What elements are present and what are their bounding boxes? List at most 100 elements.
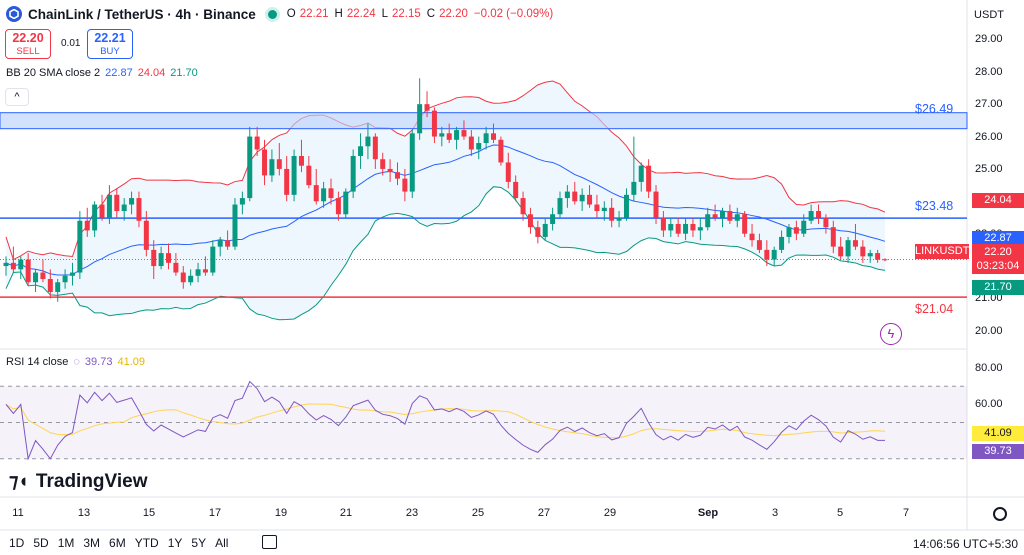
candle-body <box>461 130 467 137</box>
candle-body <box>793 227 799 234</box>
candle-body <box>668 223 674 231</box>
candle-body <box>882 259 888 261</box>
candle-body <box>727 211 733 221</box>
range-all[interactable]: All <box>215 535 229 550</box>
candle-body <box>816 211 822 218</box>
candle-body <box>143 220 149 250</box>
rsi-tag: 41.09 <box>972 425 1024 441</box>
time-tick-label: 21 <box>339 507 353 519</box>
tradingview-logo: ⁊◖ TradingView <box>9 470 148 493</box>
candle-body <box>402 178 408 192</box>
candle-body <box>92 204 98 231</box>
spread-value: 0.01 <box>61 38 81 49</box>
clock[interactable]: 14:06:56 UTC+5:30 <box>912 537 1018 551</box>
candle-body <box>114 194 120 212</box>
candle-body <box>77 220 83 273</box>
candle-body <box>106 194 112 218</box>
candle-body <box>328 188 334 199</box>
range-1m[interactable]: 1M <box>57 535 75 550</box>
candle-body <box>173 262 179 273</box>
candle-body <box>742 214 748 234</box>
time-tick-label: 3 <box>771 507 779 519</box>
candle-body <box>358 146 364 156</box>
candle-body <box>313 185 319 202</box>
sell-button[interactable]: 22.20 SELL <box>5 29 51 59</box>
candle-body <box>33 272 39 283</box>
symbol-header: ChainLink / TetherUS · 4h · Binance O 22.… <box>6 3 555 25</box>
time-tick-label: 29 <box>603 507 617 519</box>
candle-body <box>468 136 474 150</box>
time-tick-label: 13 <box>77 507 91 519</box>
candle-body <box>860 246 866 257</box>
candle-body <box>431 110 437 137</box>
candle-body <box>446 133 452 140</box>
candle-body <box>262 149 268 176</box>
tv-mark-icon: ⁊◖ <box>9 471 29 492</box>
candle-body <box>40 272 46 280</box>
range-3m[interactable]: 3M <box>83 535 101 550</box>
level-label: $21.04 <box>915 302 954 317</box>
rsi-indicator-legend[interactable]: RSI 14 close ◌ 39.73 41.09 <box>6 356 145 368</box>
candle-body <box>365 136 371 147</box>
candle-body <box>631 181 637 195</box>
price-tag: 24.04 <box>972 193 1024 208</box>
candle-body <box>609 207 615 221</box>
candle-body <box>380 159 386 169</box>
level-label: $23.48 <box>915 199 954 214</box>
time-tick-label: 11 <box>12 507 24 519</box>
calendar-icon[interactable] <box>262 535 277 549</box>
range-ytd[interactable]: YTD <box>134 535 159 550</box>
candle-body <box>653 191 659 218</box>
rsi-line <box>5 380 885 461</box>
range-1y[interactable]: 1Y <box>167 535 183 550</box>
candle-body <box>756 240 762 250</box>
settings-gear-icon[interactable] <box>993 507 1007 521</box>
bb-band-fill <box>6 81 885 320</box>
time-tick-label: 7 <box>902 507 910 519</box>
candle-body <box>786 227 792 237</box>
range-5d[interactable]: 5D <box>33 535 49 550</box>
ohlc-values: O 22.21 H 22.24 L 22.15 C 22.20 −0.02 (−0.09… <box>286 8 554 20</box>
rsi-settings-icon[interactable]: ◌ <box>73 356 80 368</box>
price-tag: 22.87 <box>972 230 1024 246</box>
candle-body <box>195 269 201 276</box>
candle-body <box>550 214 556 224</box>
price-tag: 21.70 <box>972 279 1024 295</box>
candle-body <box>335 198 341 215</box>
currency-label[interactable]: USDT <box>974 9 1004 21</box>
symbol-title[interactable]: ChainLink / TetherUS · 4h · Binance <box>28 6 256 22</box>
bb-indicator-legend[interactable]: BB 20 SMA close 2 22.87 24.04 21.70 <box>6 67 198 79</box>
candle-body <box>99 204 105 218</box>
candle-body <box>557 198 563 215</box>
range-toolbar: 1D 5D 1M 3M 6M YTD 1Y 5Y All <box>0 530 1024 555</box>
candle-body <box>705 214 711 228</box>
time-tick-label: 25 <box>471 507 485 519</box>
candle-body <box>3 262 9 267</box>
candle-body <box>771 249 777 260</box>
range-6m[interactable]: 6M <box>109 535 126 550</box>
candle-body <box>683 223 689 234</box>
candle-body <box>62 275 68 283</box>
candle-body <box>18 259 24 270</box>
price-tick-label: 29.00 <box>975 33 1003 46</box>
candle-body <box>838 246 844 257</box>
collapse-legend-button[interactable]: ^ <box>5 88 29 106</box>
lightning-icon[interactable]: ϟ <box>880 323 902 345</box>
candle-body <box>306 165 312 186</box>
time-tick-label: 15 <box>142 507 156 519</box>
candle-body <box>69 272 75 276</box>
candle-body <box>734 214 740 221</box>
candle-body <box>217 240 223 247</box>
candle-body <box>269 159 275 176</box>
time-tick-label: 23 <box>405 507 419 519</box>
buy-button[interactable]: 22.21 BUY <box>87 29 133 59</box>
candle-body <box>284 168 290 195</box>
bb-indicator-name: BB 20 SMA close 2 <box>6 67 101 79</box>
candle-body <box>623 194 629 218</box>
candle-body <box>202 269 208 273</box>
rsi-indicator-name: RSI 14 close <box>6 356 69 368</box>
range-1d[interactable]: 1D <box>9 535 25 550</box>
range-5y[interactable]: 5Y <box>191 535 207 550</box>
candle-body <box>424 104 430 111</box>
